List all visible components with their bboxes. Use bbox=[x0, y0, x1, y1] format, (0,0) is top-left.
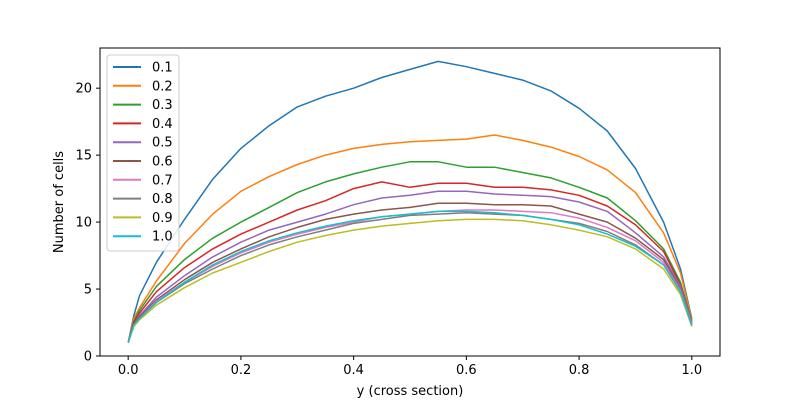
y-tick-label: 10 bbox=[75, 216, 92, 231]
legend-label-0.8: 0.8 bbox=[152, 192, 173, 207]
series-line-0.7 bbox=[127, 209, 693, 343]
legend-label-0.6: 0.6 bbox=[152, 155, 173, 170]
y-tick-label: 0 bbox=[84, 350, 92, 365]
y-tick-label: 15 bbox=[75, 149, 92, 164]
series-line-1.0 bbox=[127, 210, 693, 343]
series-line-0.2 bbox=[127, 134, 693, 343]
y-tick-label: 5 bbox=[84, 283, 92, 298]
series-line-0.1 bbox=[127, 60, 693, 343]
x-tick-label: 0.8 bbox=[569, 363, 590, 378]
axes-frame bbox=[99, 47, 721, 357]
legend: 0.1 0.2 0.3 0.4 0.5 0.6 0.7 0.8 0.9 1.0 bbox=[106, 54, 180, 252]
legend-label-1.0: 1.0 bbox=[152, 230, 173, 245]
legend-label-0.3: 0.3 bbox=[152, 98, 173, 113]
x-tick-label: 0.4 bbox=[343, 363, 364, 378]
legend-label-0.2: 0.2 bbox=[152, 79, 173, 94]
legend-label-0.7: 0.7 bbox=[152, 173, 173, 188]
x-tick-label: 0.0 bbox=[118, 363, 139, 378]
x-axis-label: y (cross section) bbox=[357, 384, 464, 399]
legend-label-0.1: 0.1 bbox=[152, 61, 173, 76]
series-line-0.8 bbox=[127, 211, 693, 343]
x-tick-label: 1.0 bbox=[681, 363, 702, 378]
legend-label-0.4: 0.4 bbox=[152, 117, 173, 132]
series-line-0.4 bbox=[127, 181, 693, 343]
series-line-0.5 bbox=[127, 190, 693, 343]
series-layer bbox=[127, 60, 693, 343]
x-tick-label: 0.6 bbox=[456, 363, 477, 378]
legend-label-0.5: 0.5 bbox=[152, 136, 173, 151]
legend-label-0.9: 0.9 bbox=[152, 211, 173, 226]
x-ticks: 0.0 0.2 0.4 0.6 0.8 1.0 bbox=[118, 356, 702, 378]
series-line-0.6 bbox=[127, 202, 693, 343]
y-tick-label: 20 bbox=[75, 82, 92, 97]
x-tick-label: 0.2 bbox=[231, 363, 252, 378]
y-axis-label: Number of cells bbox=[52, 151, 67, 253]
y-ticks: 0 5 10 15 20 bbox=[75, 82, 100, 365]
series-line-0.3 bbox=[127, 161, 693, 343]
series-line-0.9 bbox=[127, 218, 693, 343]
